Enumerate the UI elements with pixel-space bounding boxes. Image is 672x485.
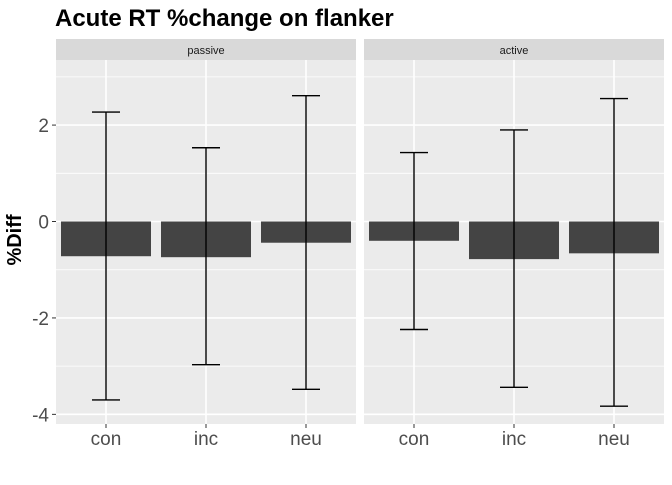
x-tick-label: inc (502, 429, 526, 450)
y-tick-label: -2 (32, 309, 49, 330)
y-tick-label: 0 (38, 213, 49, 234)
y-tick-label: 2 (38, 116, 49, 137)
x-tick-label: con (91, 429, 122, 450)
x-tick-label: neu (290, 429, 322, 450)
facet-strip (364, 39, 664, 60)
facet-strip-label: passive (187, 45, 224, 57)
facet-strip-label: active (500, 45, 529, 57)
y-tick-label: -4 (32, 405, 49, 426)
plot-layer: passive con inc neu active con inc neu -4 -2 0 2 (32, 39, 664, 450)
facet-strip (56, 39, 356, 60)
x-tick-label: inc (194, 429, 218, 450)
y-axis-label: %Diff (4, 214, 26, 265)
chart-title: Acute RT %change on flanker (55, 5, 394, 32)
x-tick-label: neu (598, 429, 630, 450)
x-tick-label: con (399, 429, 430, 450)
